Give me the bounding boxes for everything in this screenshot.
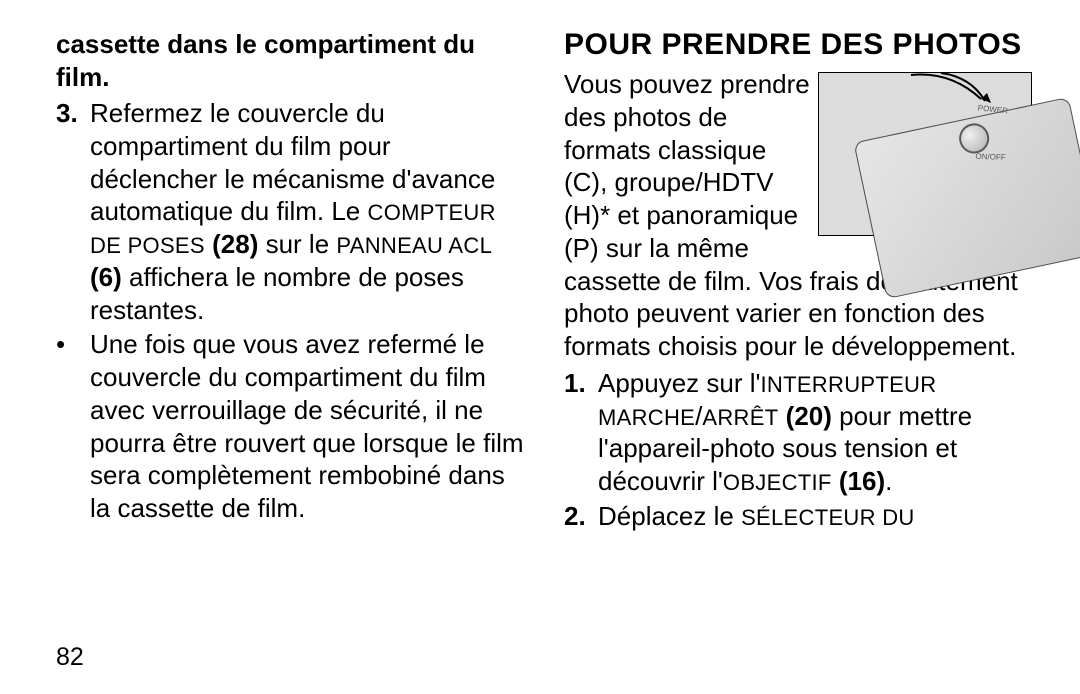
camera-illustration: POWER ON/OFF xyxy=(828,76,1055,264)
intro-text: POWER ON/OFF Vous pouvez prendre des pho… xyxy=(564,68,1032,363)
ref-28: (28) xyxy=(205,229,258,259)
figure-camera-power: POWER ON/OFF xyxy=(818,72,1032,236)
text-1c: . xyxy=(885,466,892,496)
list-content-2: Déplacez le SÉLECTEUR DU xyxy=(598,500,1032,533)
text-2a: Déplacez le xyxy=(598,501,741,531)
text-3b: sur le xyxy=(258,229,336,259)
smallcaps-panneau: PANNEAU ACL xyxy=(336,233,492,258)
fig-label-onoff: ON/OFF xyxy=(975,152,1006,163)
bullet-content: Une fois que vous avez refermé le couver… xyxy=(90,328,524,525)
ref-20: (20) xyxy=(778,401,831,431)
ref-16: (16) xyxy=(832,466,885,496)
lead-heading: cassette dans le compartiment du film. xyxy=(56,28,524,93)
smallcaps-selecteur: SÉLECTEUR DU xyxy=(741,505,915,530)
list-marker-2: 2. xyxy=(564,500,598,533)
smallcaps-arret: ARRÊT xyxy=(702,405,778,430)
list-item-3: 3. Refermez le couvercle du compartiment… xyxy=(56,97,524,326)
list-item-bullet: • Une fois que vous avez refermé le couv… xyxy=(56,328,524,525)
list-item-1: 1. Appuyez sur l'INTERRUPTEUR MARCHE/ARR… xyxy=(564,367,1032,498)
list-content-1: Appuyez sur l'INTERRUPTEUR MARCHE/ARRÊT … xyxy=(598,367,1032,498)
ref-6: (6) xyxy=(90,262,122,292)
list-marker-1: 1. xyxy=(564,367,598,498)
list-content-3: Refermez le couvercle du compartiment du… xyxy=(90,97,524,326)
smallcaps-objectif: OBJECTIF xyxy=(723,470,832,495)
bullet-marker: • xyxy=(56,328,90,525)
text-1a: Appuyez sur l' xyxy=(598,368,761,398)
list-item-2: 2. Déplacez le SÉLECTEUR DU xyxy=(564,500,1032,533)
text-3c: affichera le nombre de poses restantes. xyxy=(90,262,464,325)
list-marker-3: 3. xyxy=(56,97,90,326)
page-number: 82 xyxy=(56,643,84,672)
section-title: POUR PRENDRE DES PHOTOS xyxy=(564,28,1032,62)
